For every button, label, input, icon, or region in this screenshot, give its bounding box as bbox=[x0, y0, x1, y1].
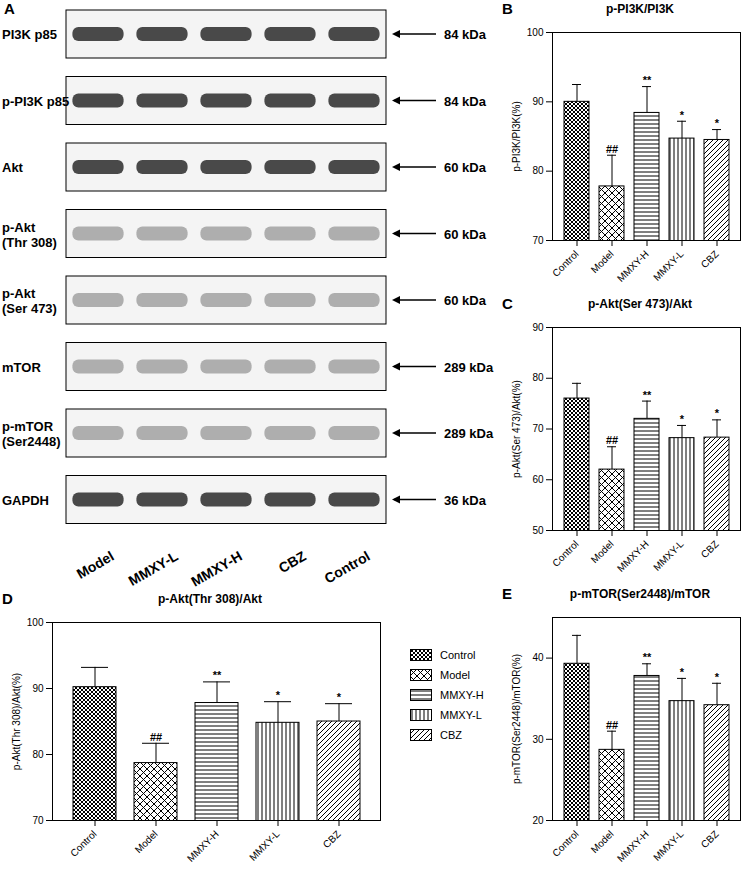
html-text:Model: Model bbox=[440, 669, 470, 681]
svg-text:p-Akt(Thr 308)/Akt(%): p-Akt(Thr 308)/Akt(%) bbox=[11, 673, 22, 770]
svg-text:20: 20 bbox=[532, 815, 544, 826]
svg-text:MMXY-L: MMXY-L bbox=[651, 538, 686, 573]
html-text:p-PI3K/PI3K: p-PI3K/PI3K bbox=[606, 2, 674, 16]
svg-text:Model: Model bbox=[589, 828, 616, 855]
html-text:D: D bbox=[2, 590, 13, 607]
html-text:MMXY-L: MMXY-L bbox=[440, 709, 482, 721]
html-text:p-Akt(Thr 308)/Akt: p-Akt(Thr 308)/Akt bbox=[158, 592, 262, 606]
svg-text:CBZ: CBZ bbox=[699, 538, 721, 560]
svg-text:60 kDa: 60 kDa bbox=[444, 227, 487, 242]
svg-text:*: * bbox=[715, 671, 720, 683]
svg-text:MMXY-L: MMXY-L bbox=[126, 548, 182, 589]
svg-text:70: 70 bbox=[32, 815, 44, 826]
svg-text:CBZ: CBZ bbox=[699, 828, 721, 850]
svg-text:*: * bbox=[715, 117, 720, 129]
svg-text:p-PI3K/PI3K(%): p-PI3K/PI3K(%) bbox=[511, 101, 522, 172]
svg-text:MMXY-H: MMXY-H bbox=[185, 828, 221, 864]
svg-text:Model: Model bbox=[589, 538, 616, 565]
svg-text:p-Akt(Ser 473): p-Akt(Ser 473) bbox=[2, 286, 57, 316]
svg-text:*: * bbox=[337, 691, 342, 703]
svg-text:p-Akt(Ser 473)/Akt(%): p-Akt(Ser 473)/Akt(%) bbox=[511, 380, 522, 478]
svg-text:Model: Model bbox=[74, 548, 117, 582]
html-text:C: C bbox=[502, 295, 513, 312]
svg-text:p-PI3K p85: p-PI3K p85 bbox=[2, 94, 69, 109]
html-text:p-Akt(Ser 473)/Akt: p-Akt(Ser 473)/Akt bbox=[588, 297, 692, 311]
svg-text:60: 60 bbox=[532, 474, 544, 485]
svg-text:MMXY-L: MMXY-L bbox=[247, 828, 282, 863]
svg-text:80: 80 bbox=[32, 749, 44, 760]
html-text:Control: Control bbox=[440, 649, 476, 661]
svg-text:mTOR: mTOR bbox=[2, 360, 41, 375]
svg-text:Akt: Akt bbox=[2, 160, 24, 175]
svg-text:90: 90 bbox=[32, 683, 44, 694]
svg-text:PI3K p85: PI3K p85 bbox=[2, 27, 57, 42]
svg-text:*: * bbox=[680, 666, 685, 678]
svg-text:36 kDa: 36 kDa bbox=[444, 493, 487, 508]
svg-text:*: * bbox=[276, 689, 281, 701]
svg-text:##: ## bbox=[150, 731, 162, 743]
svg-text:90: 90 bbox=[532, 322, 544, 333]
svg-text:84 kDa: 84 kDa bbox=[444, 94, 487, 109]
svg-text:60 kDa: 60 kDa bbox=[444, 293, 487, 308]
html-text:B: B bbox=[502, 0, 513, 17]
svg-text:289 kDa: 289 kDa bbox=[444, 426, 494, 441]
svg-text:MMXY-L: MMXY-L bbox=[651, 248, 686, 283]
svg-text:80: 80 bbox=[532, 165, 544, 176]
html-text:E: E bbox=[502, 585, 512, 602]
svg-text:MMXY-H: MMXY-H bbox=[188, 548, 244, 590]
svg-text:p-mTOR(Ser2448)/mTOR(%): p-mTOR(Ser2448)/mTOR(%) bbox=[511, 654, 522, 784]
svg-text:Control: Control bbox=[322, 548, 373, 587]
svg-text:GAPDH: GAPDH bbox=[2, 493, 49, 508]
svg-text:70: 70 bbox=[532, 423, 544, 434]
svg-text:MMXY-H: MMXY-H bbox=[615, 248, 651, 284]
html-text:p-mTOR(Ser2448)/mTOR: p-mTOR(Ser2448)/mTOR bbox=[569, 587, 711, 601]
svg-text:##: ## bbox=[606, 143, 618, 155]
svg-text:70: 70 bbox=[532, 235, 544, 246]
svg-text:Control: Control bbox=[68, 828, 99, 859]
svg-text:p-mTOR(Ser2448): p-mTOR(Ser2448) bbox=[2, 419, 61, 449]
svg-text:80: 80 bbox=[532, 372, 544, 383]
svg-text:MMXY-H: MMXY-H bbox=[615, 538, 651, 574]
svg-text:100: 100 bbox=[27, 617, 44, 628]
svg-text:Control: Control bbox=[550, 538, 581, 569]
svg-text:**: ** bbox=[643, 74, 652, 86]
svg-text:30: 30 bbox=[532, 734, 544, 745]
svg-text:*: * bbox=[680, 413, 685, 425]
html-text:CBZ: CBZ bbox=[440, 729, 462, 741]
svg-text:Control: Control bbox=[550, 248, 581, 279]
svg-text:*: * bbox=[680, 109, 685, 121]
svg-text:84 kDa: 84 kDa bbox=[444, 27, 487, 42]
svg-text:**: ** bbox=[643, 389, 652, 401]
svg-text:Control: Control bbox=[550, 828, 581, 859]
svg-text:Model: Model bbox=[133, 828, 160, 855]
svg-text:100: 100 bbox=[527, 27, 544, 38]
svg-text:##: ## bbox=[606, 434, 618, 446]
svg-text:CBZ: CBZ bbox=[321, 828, 343, 850]
svg-text:**: ** bbox=[643, 651, 652, 663]
svg-text:289 kDa: 289 kDa bbox=[444, 360, 494, 375]
svg-text:CBZ: CBZ bbox=[699, 248, 721, 270]
svg-text:60 kDa: 60 kDa bbox=[444, 160, 487, 175]
svg-text:**: ** bbox=[213, 669, 222, 681]
html-text:MMXY-H: MMXY-H bbox=[440, 689, 484, 701]
svg-text:50: 50 bbox=[532, 525, 544, 536]
svg-text:A: A bbox=[4, 0, 15, 17]
svg-text:Model: Model bbox=[589, 248, 616, 275]
svg-text:##: ## bbox=[606, 719, 618, 731]
svg-text:MMXY-H: MMXY-H bbox=[615, 828, 651, 864]
svg-text:MMXY-L: MMXY-L bbox=[651, 828, 686, 863]
svg-text:CBZ: CBZ bbox=[276, 548, 309, 576]
svg-text:40: 40 bbox=[532, 652, 544, 663]
svg-text:p-Akt(Thr 308): p-Akt(Thr 308) bbox=[2, 220, 57, 250]
svg-text:*: * bbox=[715, 407, 720, 419]
svg-text:90: 90 bbox=[532, 96, 544, 107]
